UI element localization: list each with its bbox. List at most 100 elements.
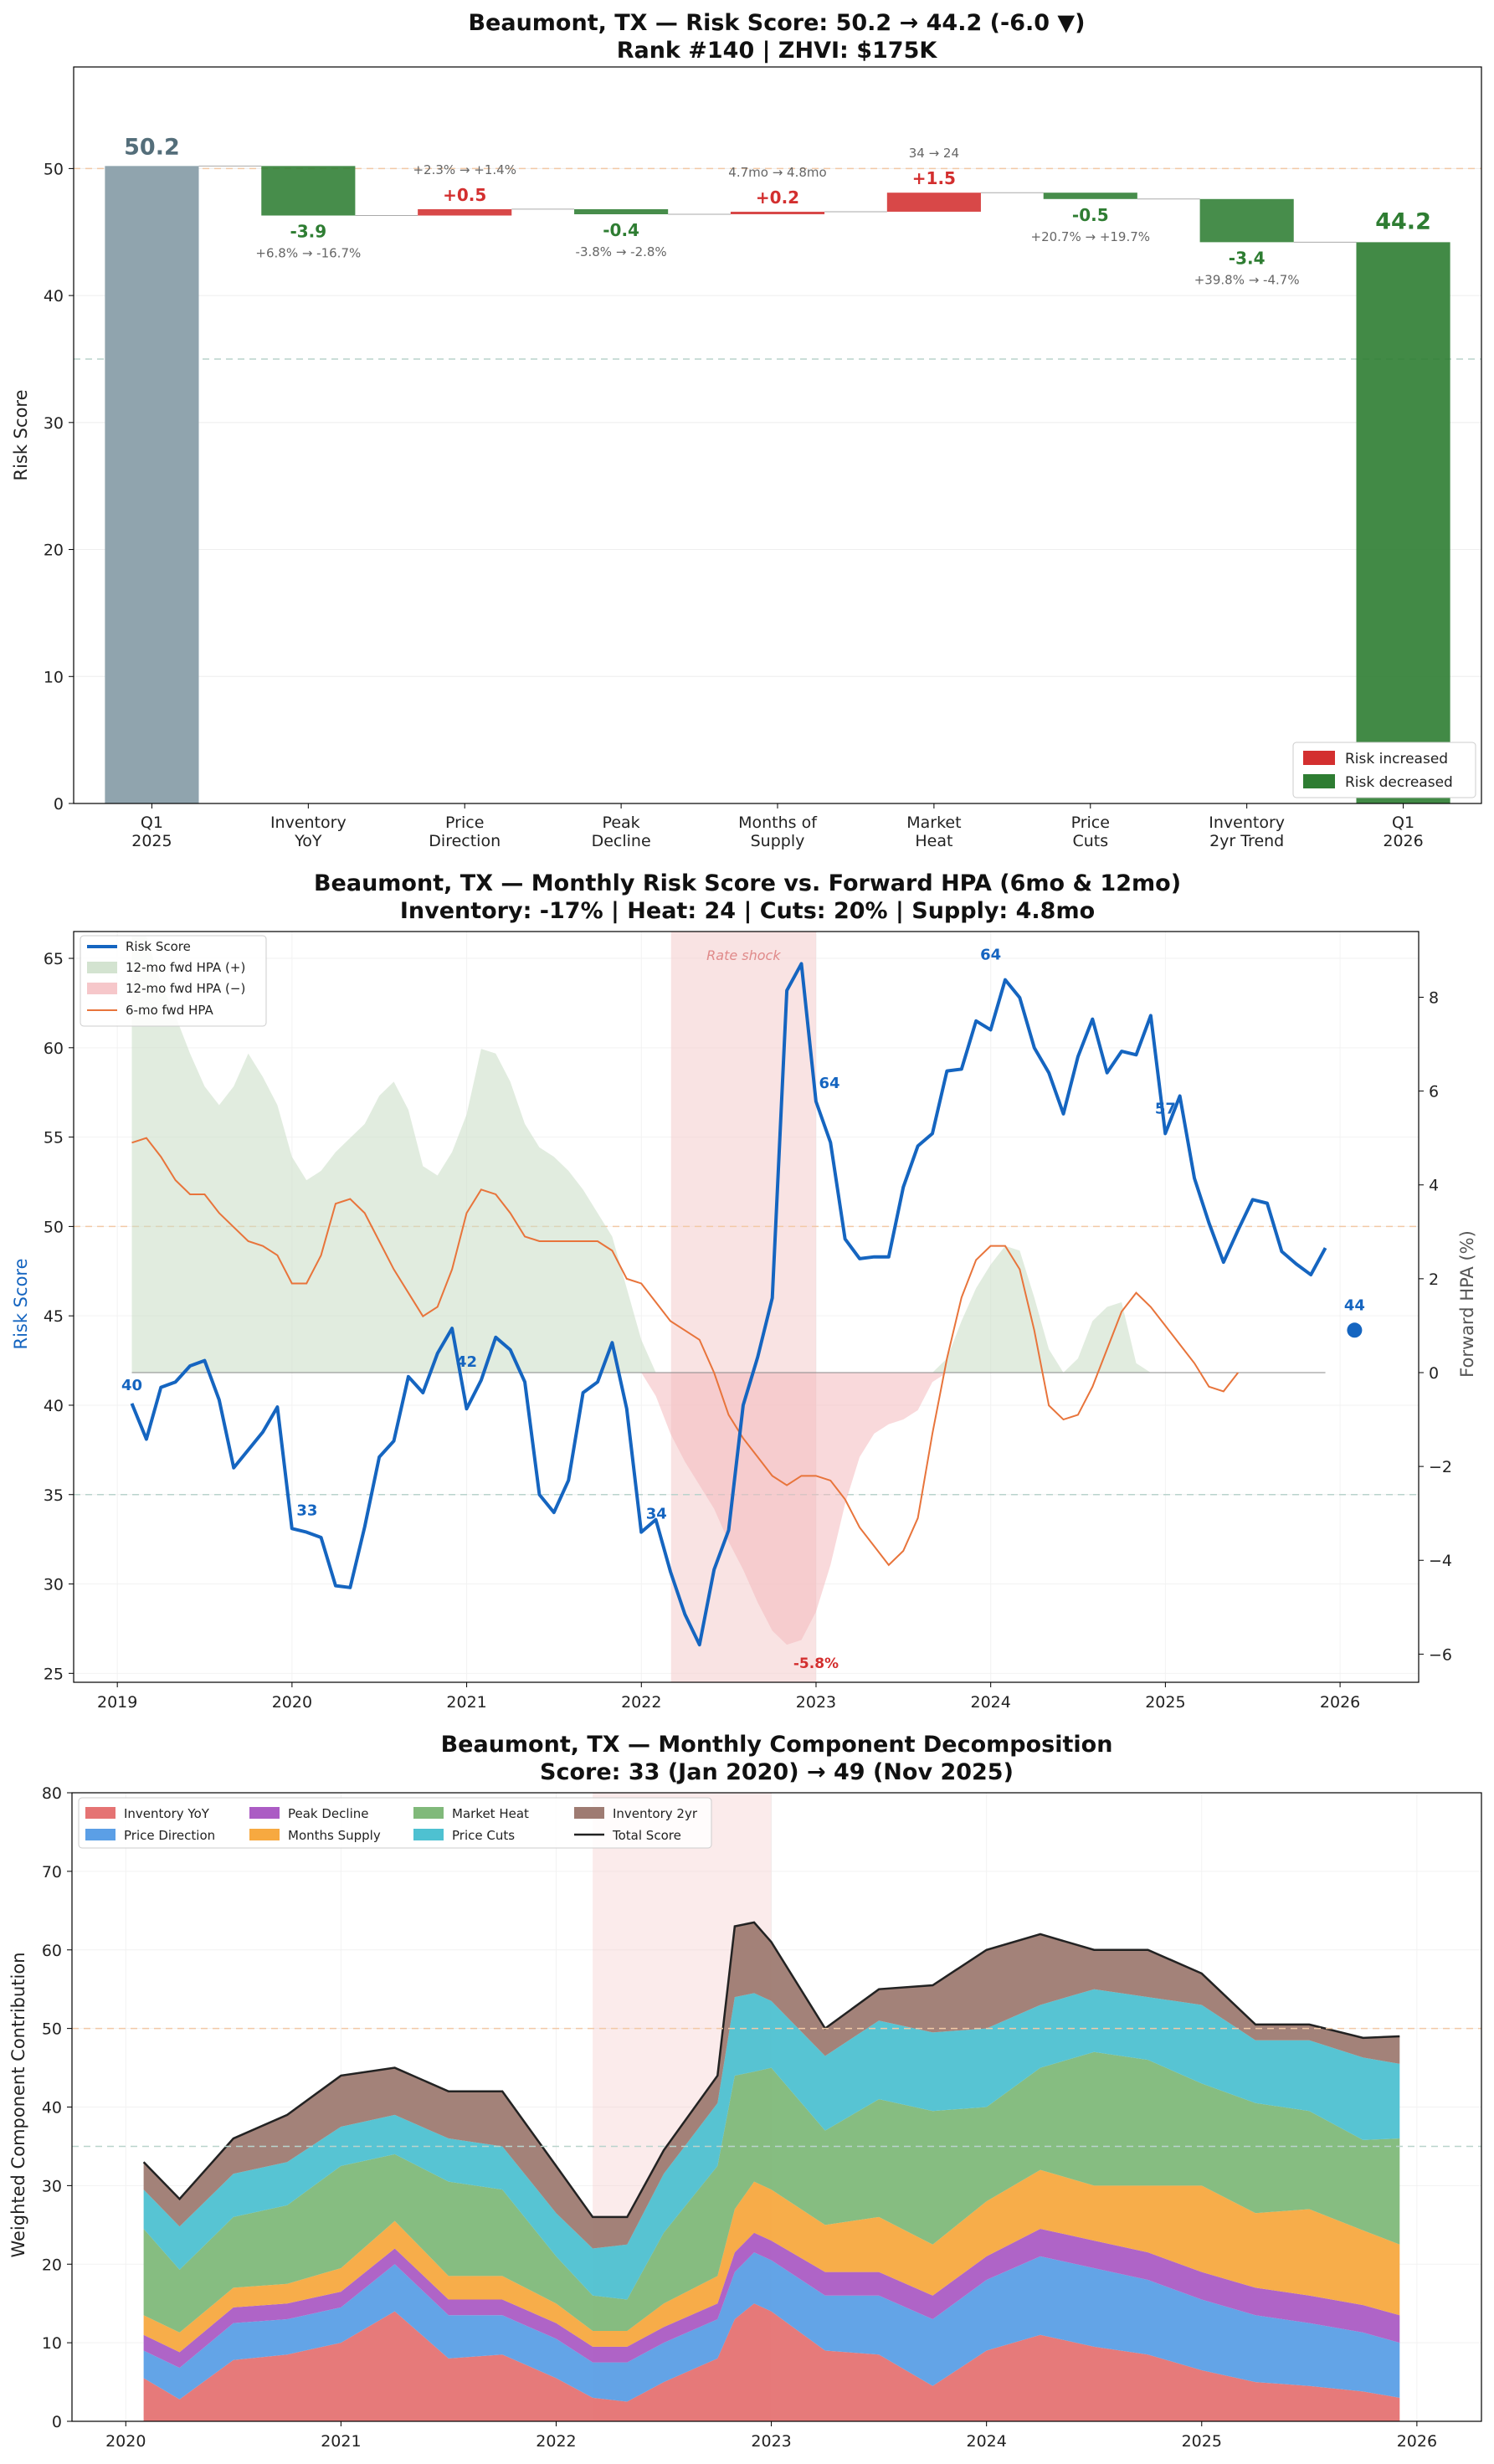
y-tick-label: 25 [44, 1665, 64, 1683]
x-tick-label: 2023 [751, 2432, 791, 2451]
waterfall-y-axis-label: Risk Score [11, 389, 31, 480]
score-annotation: 42 [456, 1353, 477, 1371]
legend-swatch-hpa-pos [87, 962, 117, 973]
y-tick-label: 10 [44, 668, 64, 686]
y-tick-label: 40 [44, 1397, 64, 1415]
rate-shock-label: Rate shock [706, 947, 781, 963]
x-tick-label: 2021 [321, 2432, 361, 2451]
start-bar [105, 166, 199, 803]
current-score-point [1347, 1322, 1363, 1338]
legend-label: Price Cuts [452, 1828, 515, 1843]
legend-label: Peak Decline [288, 1806, 368, 1821]
x-tick-label: Peak Decline [592, 814, 651, 850]
forward-hpa-axis-label: Forward HPA (%) [1457, 1230, 1477, 1378]
x-tick-label: 2022 [621, 1693, 661, 1712]
legend-swatch [85, 1829, 116, 1840]
legend-label-increase: Risk increased [1345, 751, 1448, 767]
legend-box [1292, 742, 1476, 798]
y-tick-label: 10 [42, 2334, 62, 2353]
x-tick-label: 2024 [966, 2432, 1006, 2451]
hpa-12mo-positive-area [131, 936, 1326, 1373]
waterfall-bars: 50.2 -3.9 +6.8% → -16.7% +0.5 +2.3% → +1.4% -… [105, 134, 1450, 804]
hpa-6mo-line [131, 1137, 1240, 1567]
waterfall-chart: Beaumont, TX — Risk Score: 50.2 → 44.2 (… [11, 10, 1482, 850]
risk-vs-hpa-plot: Rate shock4033423464645744-5.8%253035404… [44, 931, 1452, 1712]
risk-score-line [130, 962, 1327, 1647]
x-tick-label: 2019 [97, 1693, 137, 1712]
risk-vs-hpa-chart: Beaumont, TX — Monthly Risk Score vs. Fo… [11, 870, 1477, 1712]
risk-vs-hpa-legend: Risk Score 12-mo fwd HPA (+) 12-mo fwd HPA… [80, 935, 267, 1027]
x-tick-label: 2021 [446, 1693, 486, 1712]
step-note-label: +2.3% → +1.4% [413, 162, 516, 177]
step-bar [418, 208, 512, 216]
y-tick-label: 70 [42, 1863, 62, 1881]
step-value-label: +0.5 [443, 185, 486, 205]
risk-vs-hpa-title: Beaumont, TX — Monthly Risk Score vs. Fo… [314, 870, 1181, 896]
waterfall-title: Beaumont, TX — Risk Score: 50.2 → 44.2 (… [468, 10, 1085, 36]
y-tick-label: 30 [44, 1576, 64, 1594]
decomposition-subtitle: Score: 33 (Jan 2020) → 49 (Nov 2025) [540, 1759, 1014, 1785]
y2-tick-label: −2 [1429, 1458, 1452, 1476]
step-value-label: -0.4 [603, 220, 639, 240]
y-tick-label: 20 [42, 2256, 62, 2274]
x-tick-label: 2020 [272, 1693, 312, 1712]
y2-tick-label: 0 [1429, 1364, 1439, 1383]
step-bar [1043, 192, 1137, 199]
legend-label: Total Score [612, 1828, 681, 1843]
legend-label: Inventory YoY [124, 1806, 210, 1821]
y-tick-label: 65 [44, 950, 64, 968]
y2-tick-label: −6 [1429, 1645, 1452, 1664]
waterfall-subtitle: Rank #140 | ZHVI: $175K [617, 38, 938, 64]
legend-swatch-decrease [1303, 774, 1335, 788]
hpa-min-annotation: -5.8% [793, 1656, 839, 1672]
step-value-label: -0.5 [1072, 205, 1109, 225]
y-tick-label: 40 [44, 287, 64, 305]
step-bar [1199, 198, 1294, 243]
y2-tick-label: 8 [1429, 988, 1439, 1007]
start-value-label: 50.2 [124, 134, 180, 160]
legend-label: Months Supply [288, 1828, 381, 1843]
step-bar [574, 208, 669, 214]
legend-label-hpa6: 6-mo fwd HPA [126, 1003, 213, 1018]
legend-box [78, 1797, 712, 1849]
x-tick-label: 2025 [1182, 2432, 1222, 2451]
waterfall-axes: 0 10 20 30 40 50 Q1 2025 Inventory YoY Price Direct… [44, 66, 1482, 850]
score-annotation: 33 [296, 1502, 317, 1519]
legend-swatch-increase [1303, 751, 1335, 765]
y-tick-label: 20 [44, 542, 64, 560]
risk-score-axis-label: Risk Score [11, 1258, 31, 1349]
area-months-supply [143, 2169, 1400, 2353]
step-value-label: +0.2 [756, 187, 799, 208]
legend-swatch [85, 1807, 116, 1819]
area-price-direction [143, 2252, 1400, 2402]
legend-swatch [249, 1829, 280, 1840]
y-tick-label: 0 [54, 795, 64, 814]
area-price-cuts [143, 1989, 1400, 2300]
x-tick-label: Q1 2026 [1383, 814, 1423, 850]
step-note-label: 34 → 24 [909, 146, 959, 161]
y2-tick-label: 2 [1429, 1270, 1439, 1289]
area-market-heat [143, 2051, 1400, 2333]
y-tick-label: 60 [42, 1942, 62, 1960]
x-tick-label: Months of Supply [738, 814, 818, 850]
y-tick-label: 50 [42, 2020, 62, 2039]
step-note-label: +6.8% → -16.7% [255, 246, 361, 261]
x-tick-label: Inventory 2yr Trend [1209, 814, 1285, 850]
legend-swatch [574, 1807, 604, 1819]
plot-frame [73, 931, 1420, 1683]
score-annotation: 64 [819, 1075, 839, 1092]
y-tick-label: 60 [44, 1040, 64, 1058]
step-bar [261, 166, 356, 216]
y2-tick-label: 6 [1429, 1083, 1439, 1101]
x-tick-label: Q1 2025 [131, 814, 172, 850]
y-tick-label: 30 [42, 2177, 62, 2195]
score-annotation: 44 [1344, 1296, 1365, 1314]
legend-swatch [413, 1829, 444, 1840]
score-annotation: 64 [980, 947, 1001, 964]
y-tick-label: 80 [42, 1784, 62, 1803]
legend-swatch [249, 1807, 280, 1819]
legend-label-risk: Risk Score [126, 939, 191, 954]
decomposition-title: Beaumont, TX — Monthly Component Decompo… [441, 1732, 1113, 1758]
risk-vs-hpa-subtitle: Inventory: -17% | Heat: 24 | Cuts: 20% |… [400, 898, 1095, 924]
